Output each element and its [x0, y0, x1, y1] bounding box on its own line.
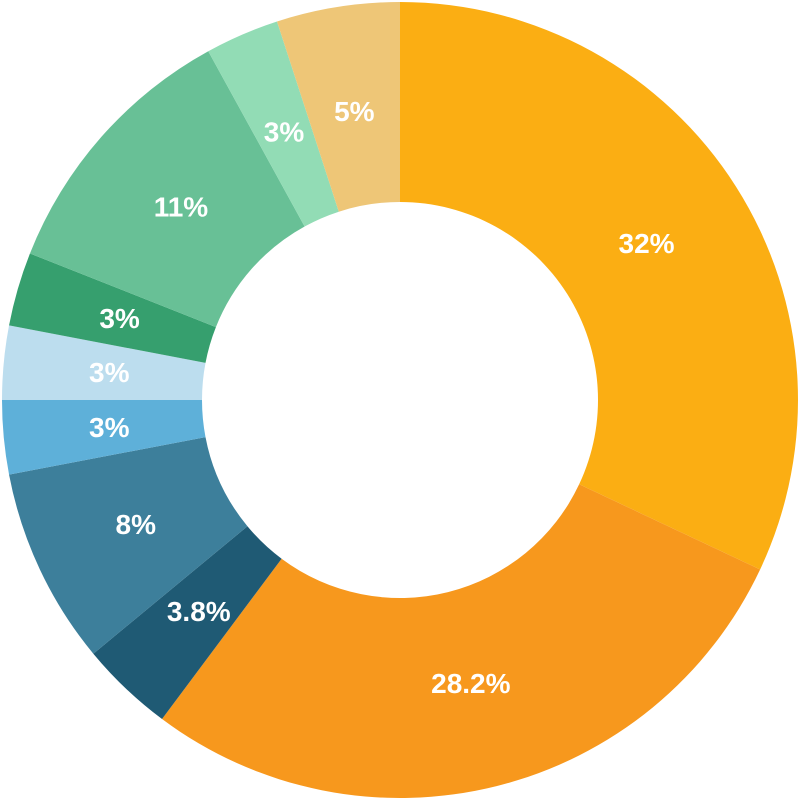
slice-label-5: 3%	[89, 412, 130, 443]
donut-slice-10	[277, 2, 400, 212]
slice-label-8: 11%	[154, 191, 209, 222]
donut-slice-1	[400, 2, 798, 570]
donut-labels: 32% 28.2% 3.8% 8% 3% 3% 3% 11% 3% 5%	[89, 96, 675, 699]
donut-slice-4	[9, 437, 248, 654]
slice-label-6: 3%	[89, 357, 130, 388]
slice-label-3: 3.8%	[167, 596, 231, 627]
donut-slice-3	[93, 526, 282, 720]
slice-label-1: 32%	[619, 228, 675, 259]
donut-slice-8	[29, 51, 305, 328]
donut-slice-2	[162, 484, 761, 798]
donut-slice-6	[2, 325, 206, 400]
slice-label-4: 8%	[116, 509, 157, 540]
slice-label-7: 3%	[99, 303, 140, 334]
donut-slice-5	[1, 400, 206, 475]
donut-slice-9	[208, 21, 339, 227]
slice-label-9: 3%	[264, 117, 305, 148]
slice-label-2: 28.2%	[431, 668, 510, 699]
slice-label-10: 5%	[334, 96, 375, 127]
donut-slice-7	[9, 253, 216, 363]
